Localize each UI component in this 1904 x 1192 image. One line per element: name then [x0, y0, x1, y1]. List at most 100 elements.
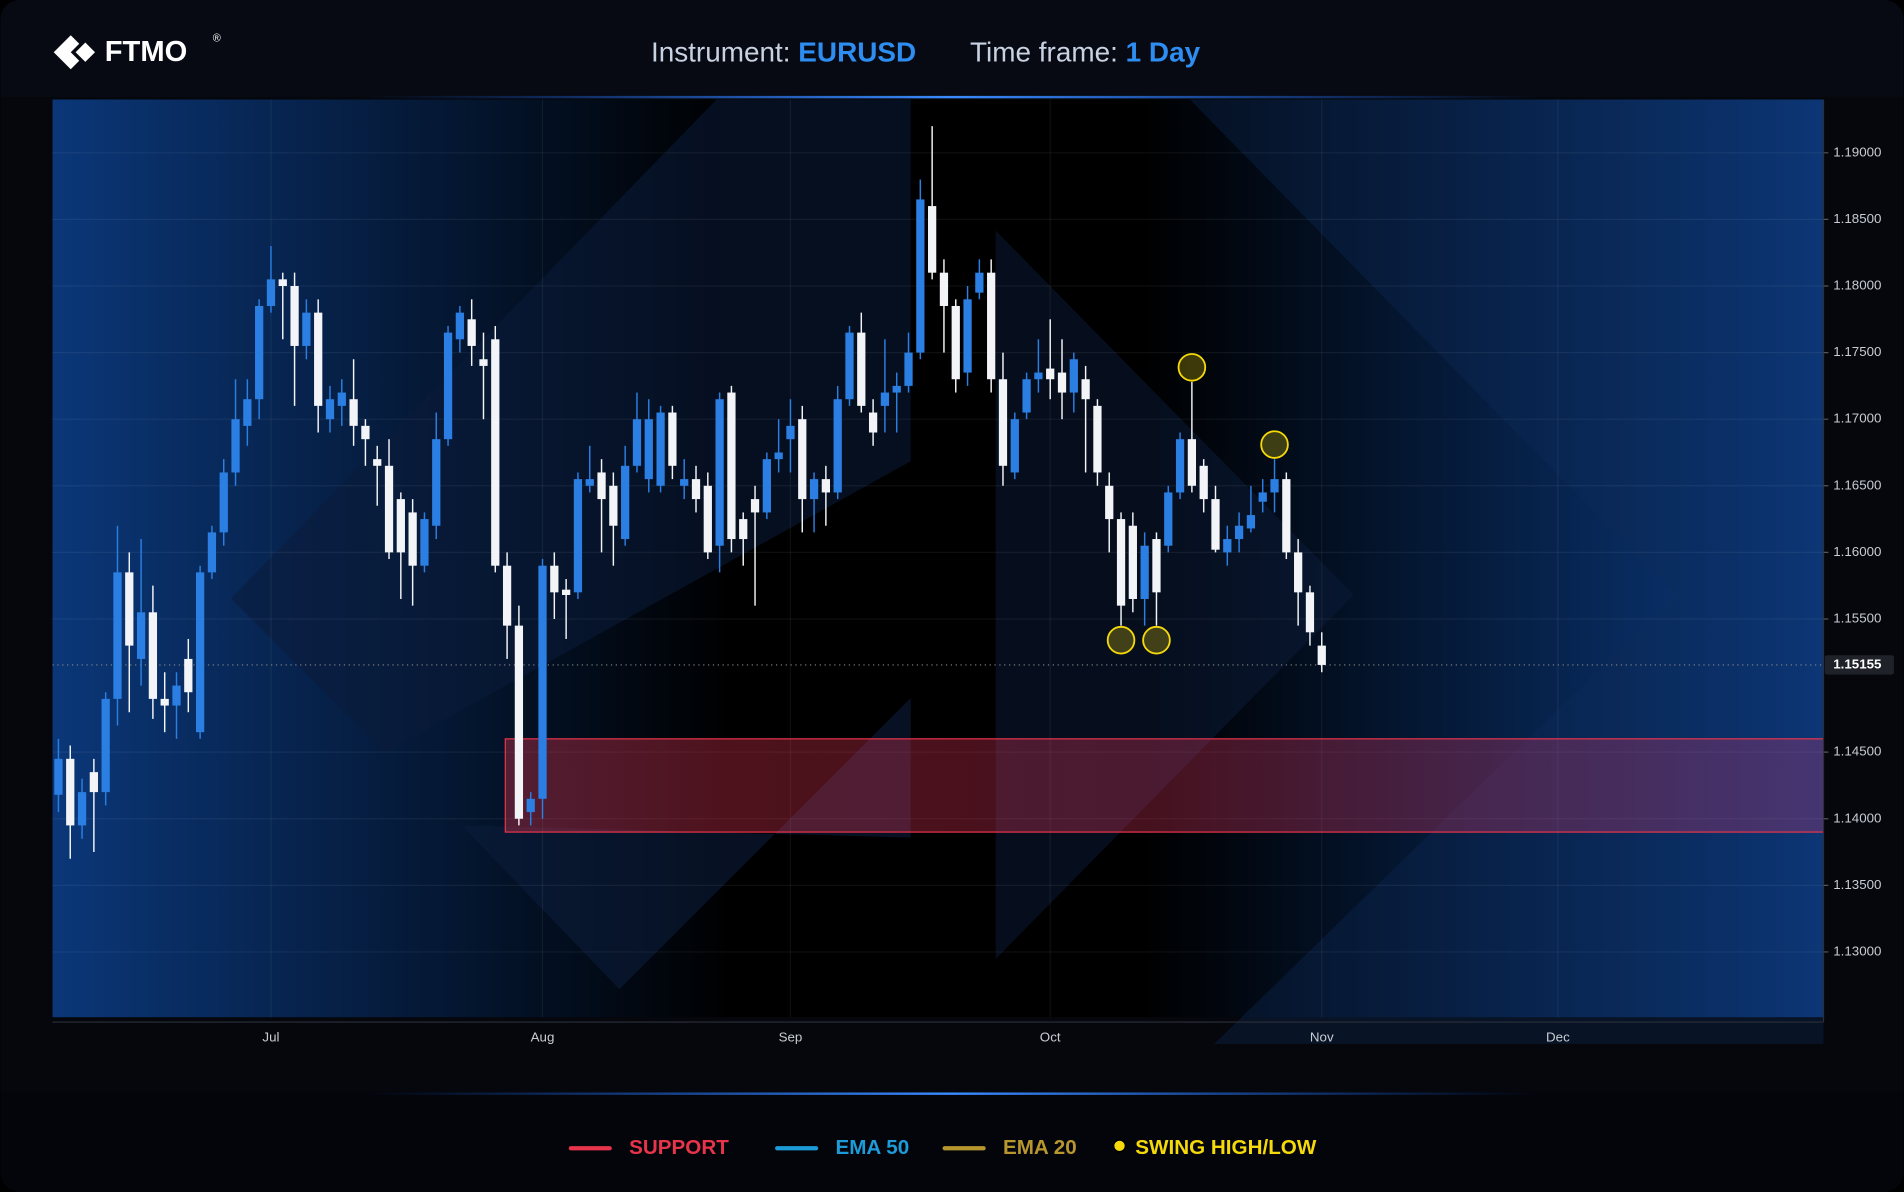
candle-body: [349, 399, 358, 426]
candle-body: [1211, 499, 1220, 550]
candle-body: [443, 332, 453, 440]
candle-body: [1199, 465, 1208, 500]
candle-body: [1294, 552, 1303, 593]
candle-body: [892, 385, 901, 393]
candle-body: [1305, 592, 1315, 633]
candle-body: [373, 459, 382, 466]
candle-body: [833, 399, 842, 493]
last-price-box: [1824, 655, 1894, 675]
candle-body: [408, 512, 417, 566]
candle-body: [125, 572, 134, 646]
candle-body: [1069, 359, 1078, 393]
candle-body: [420, 519, 429, 566]
y-tick-label: 1.18500: [1833, 211, 1881, 226]
x-tick-label: Oct: [1040, 1029, 1061, 1044]
candle-body: [1010, 419, 1019, 473]
candle-body: [939, 272, 949, 306]
swing-marker: [1260, 430, 1289, 459]
header-text: Instrument: EURUSD Time frame: 1 Day: [651, 37, 1201, 68]
candle-body: [243, 399, 252, 426]
candle-body: [845, 332, 854, 400]
candle-body: [1057, 372, 1067, 393]
legend-label: EMA 50: [835, 1136, 909, 1159]
candle-body: [632, 419, 642, 466]
candle-body: [727, 392, 736, 540]
candle-body: [691, 479, 701, 500]
candle-body: [314, 312, 323, 406]
header-glow: [364, 95, 1540, 99]
y-tick-label: 1.17000: [1833, 411, 1881, 426]
candle-body: [562, 589, 571, 595]
candle-body: [1317, 645, 1326, 665]
candle-body: [184, 658, 193, 693]
candle-body: [680, 479, 689, 486]
candle-body: [1093, 405, 1102, 473]
candle-body: [384, 465, 394, 553]
candle-body: [975, 272, 984, 293]
candle-body: [1164, 492, 1173, 546]
footer-bar: [0, 1092, 1904, 1192]
candle-body: [195, 572, 205, 733]
legend-label: SUPPORT: [629, 1136, 729, 1159]
logo-icon: [75, 42, 96, 62]
last-price-label: 1.15155: [1833, 656, 1882, 671]
x-tick-label: Nov: [1310, 1029, 1334, 1044]
candle-body: [928, 206, 937, 273]
candle-body: [231, 419, 240, 473]
candle-body: [467, 319, 476, 346]
candle-body: [573, 479, 583, 593]
candle-body: [219, 472, 228, 533]
candle-body: [963, 299, 972, 373]
candle-body: [396, 499, 405, 553]
candle-body: [479, 359, 488, 366]
timeframe-label: Time frame:: [970, 37, 1118, 68]
candle-body: [66, 758, 75, 826]
candle-body: [715, 399, 724, 546]
candle-body: [491, 339, 500, 566]
candle-body: [987, 272, 996, 380]
candle-body: [644, 419, 653, 480]
candle-body: [609, 485, 618, 526]
y-tick-label: 1.13500: [1833, 877, 1881, 892]
candle-body: [1105, 485, 1114, 520]
candle-body: [172, 685, 181, 706]
candle-body: [77, 792, 87, 826]
y-tick-label: 1.13000: [1833, 943, 1881, 958]
candle-body: [774, 452, 783, 460]
candle-body: [1270, 479, 1279, 493]
candle-body: [160, 698, 169, 706]
legend-label: EMA 20: [1003, 1136, 1077, 1159]
candle-body: [821, 479, 831, 493]
candle-body: [101, 698, 110, 793]
logo: FTMO ®: [53, 33, 221, 70]
instrument-label: Instrument:: [651, 37, 791, 68]
candle-body: [136, 612, 146, 659]
x-tick-label: Dec: [1546, 1029, 1570, 1044]
candle-body: [880, 392, 890, 406]
legend-label: SWING HIGH/LOW: [1135, 1136, 1317, 1159]
candle-body: [1223, 539, 1232, 553]
candle-body: [951, 305, 960, 380]
instrument: EURUSD: [798, 37, 916, 68]
candle-body: [1116, 519, 1126, 606]
candle-body: [290, 285, 299, 346]
candle-body: [750, 499, 760, 513]
logo-text: FTMO: [105, 36, 188, 68]
candle-body: [207, 532, 217, 573]
y-tick-label: 1.18000: [1833, 278, 1881, 293]
y-tick-label: 1.19000: [1833, 144, 1881, 159]
candles: [54, 126, 1326, 859]
candle-body: [857, 332, 866, 406]
y-tick-label: 1.15500: [1833, 611, 1881, 626]
candle-body: [432, 439, 441, 526]
swing-marker: [1142, 625, 1171, 655]
candle-body: [538, 565, 547, 799]
candle-body: [1152, 539, 1161, 593]
logo-icon: [53, 35, 80, 70]
candle-body: [1258, 492, 1267, 502]
logo-mark: ®: [213, 33, 221, 45]
y-axis-bg: [1823, 99, 1904, 1095]
candle-body: [266, 279, 276, 306]
